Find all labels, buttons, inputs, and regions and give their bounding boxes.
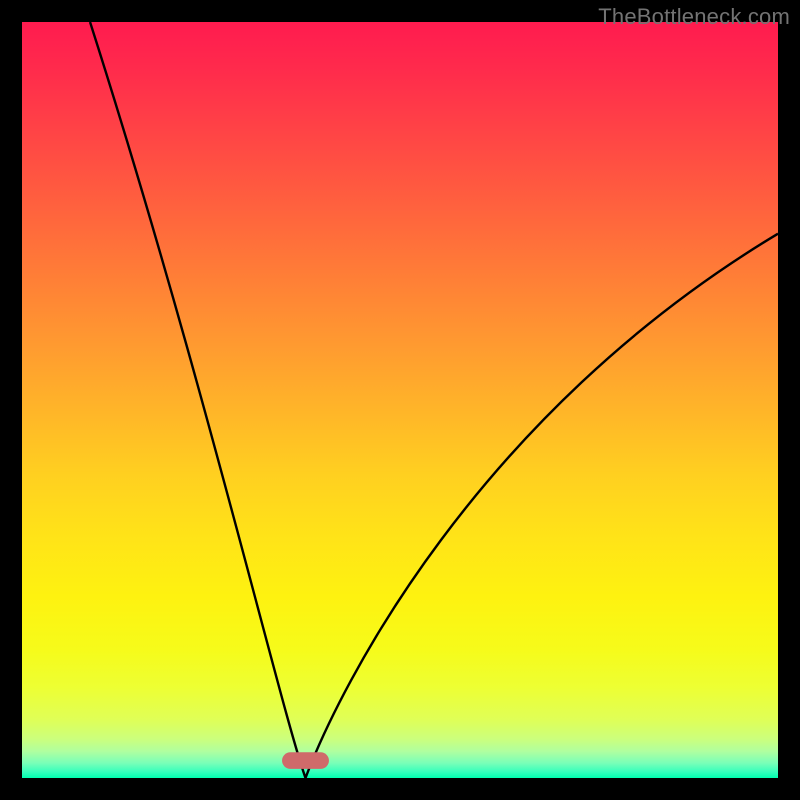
chart-root: TheBottleneck.com (0, 0, 800, 800)
plot-background (22, 22, 778, 778)
chart-svg (0, 0, 800, 800)
watermark-text: TheBottleneck.com (598, 4, 790, 30)
minimum-marker (282, 752, 329, 769)
